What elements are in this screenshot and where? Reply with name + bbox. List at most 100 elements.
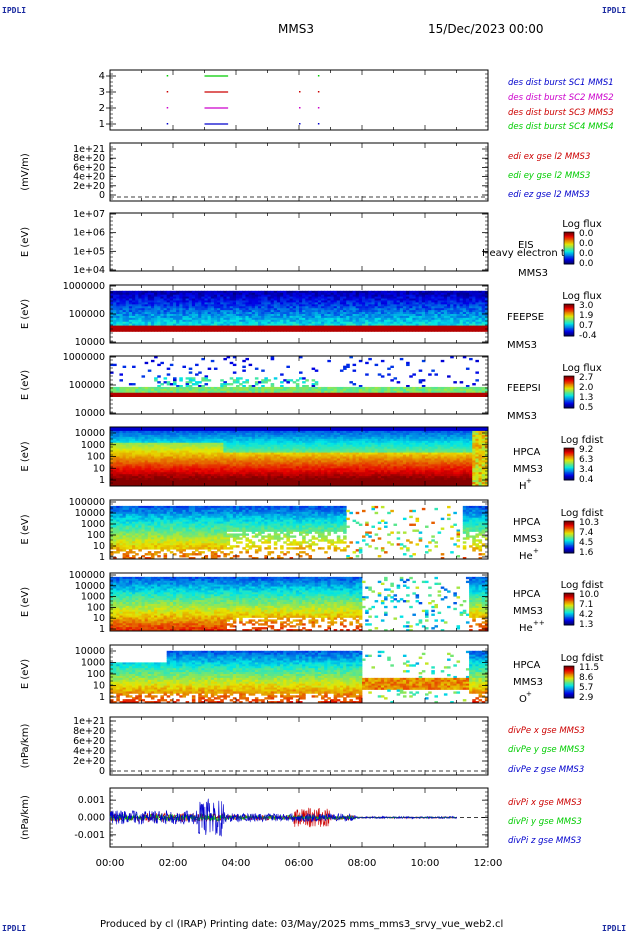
heatmap-cell	[299, 371, 303, 373]
heatmap-cell	[176, 395, 180, 397]
heatmap-cell	[173, 383, 177, 385]
heatmap-cell	[208, 395, 212, 397]
heatmap-cell	[463, 395, 467, 397]
heatmap-cell	[198, 381, 202, 383]
heatmap-cell	[469, 395, 473, 397]
colorbar-tick-label: 1.9	[579, 311, 594, 321]
burst-dot	[299, 91, 301, 93]
heatmap-cell	[290, 395, 294, 397]
burst-dot	[167, 123, 169, 125]
heatmap-cell	[277, 395, 281, 397]
heatmap-cell	[255, 383, 259, 385]
heatmap-cell	[457, 395, 461, 397]
heatmap-cell	[390, 395, 394, 397]
heatmap-cell	[170, 329, 174, 331]
heatmap-cell	[151, 395, 155, 397]
heatmap-cell	[416, 395, 420, 397]
heatmap-cell	[189, 368, 193, 370]
heatmap-cell	[205, 379, 209, 381]
heatmap-cell	[205, 395, 209, 397]
heatmap-cell	[113, 364, 117, 366]
heatmap-cell	[208, 329, 212, 331]
heatmap-cell	[381, 375, 385, 377]
eis-frame	[110, 213, 488, 271]
heatmap-cell	[315, 329, 319, 331]
heatmap-cell	[475, 379, 479, 381]
heatmap-cell	[312, 395, 316, 397]
heatmap-cell	[182, 395, 186, 397]
heatmap-cell	[482, 329, 486, 331]
heatmap-cell	[239, 395, 243, 397]
heatmap-cell	[293, 381, 297, 383]
heatmap-cell	[245, 329, 249, 331]
heatmap-cell	[409, 395, 413, 397]
heatmap-cell	[230, 329, 234, 331]
heatmap-cell	[126, 329, 130, 331]
heatmap-cell	[242, 370, 246, 372]
colorbar-tick-label: 0.0	[579, 249, 594, 259]
heatmap-cell	[249, 395, 253, 397]
heatmap-cell	[466, 329, 470, 331]
heatmap-cell	[387, 368, 391, 370]
heatmap-cell	[255, 395, 259, 397]
heatmap-cell	[268, 395, 272, 397]
heatmap-cell	[167, 373, 171, 375]
heatmap-cell	[422, 395, 426, 397]
heatmap-cell	[463, 329, 467, 331]
colorbar-tick-label: -0.4	[579, 331, 597, 341]
heatmap-cell	[164, 381, 168, 383]
heatmap-cell	[132, 329, 136, 331]
heatmap-cell	[371, 395, 375, 397]
colorbar-tick-label: 3.0	[579, 301, 594, 311]
heatmap-cell	[271, 358, 275, 360]
heatmap-cell	[397, 329, 401, 331]
heatmap-cell	[403, 395, 407, 397]
heatmap-cell	[239, 383, 243, 385]
heatmap-cell	[129, 329, 133, 331]
heatmap-cell	[189, 371, 193, 373]
heatmap-cell	[239, 377, 243, 379]
heatmap-cell	[416, 329, 420, 331]
heatmap-cell	[447, 329, 451, 331]
heatmap-cell	[378, 373, 382, 375]
heatmap-cell	[110, 329, 114, 331]
colorbar-tick-label: 0.0	[579, 259, 594, 269]
heatmap-cell	[318, 395, 322, 397]
heatmap-cell	[160, 383, 164, 385]
heatmap-cell	[397, 395, 401, 397]
heatmap-cell	[327, 395, 331, 397]
burst-dot	[167, 107, 169, 109]
heatmap-cell	[167, 329, 171, 331]
burst-dot	[299, 123, 301, 125]
heatmap-cell	[381, 329, 385, 331]
heatmap-cell	[359, 395, 363, 397]
y-tick-label: 10000	[75, 337, 105, 348]
heatmap-cell	[126, 395, 130, 397]
heatmap-cell	[242, 381, 246, 383]
heatmap-cell	[164, 377, 168, 379]
colorbar-tick-label: 0.7	[579, 321, 593, 331]
instrument-label: FEEPSE	[507, 312, 544, 323]
burst-dot	[318, 75, 320, 77]
heatmap-cell	[469, 358, 473, 360]
heatmap-cell	[441, 360, 445, 362]
heatmap-cell	[299, 377, 303, 379]
heatmap-cell	[223, 358, 227, 360]
heatmap-cell	[113, 395, 117, 397]
y-axis-label: (mV/m)	[20, 153, 31, 191]
legend-entry: des dist burst SC2 MMS2	[508, 93, 614, 103]
heatmap-cell	[233, 329, 237, 331]
heatmap-cell	[334, 329, 338, 331]
heatmap-cell	[135, 395, 139, 397]
heatmap-cell	[296, 329, 300, 331]
heatmap-cell	[362, 395, 366, 397]
heatmap-cell	[245, 381, 249, 383]
heatmap-cell	[475, 360, 479, 362]
heatmap-cell	[271, 395, 275, 397]
heatmap-cell	[479, 395, 483, 397]
heatmap-cell	[280, 373, 284, 375]
heatmap-cell	[337, 395, 341, 397]
heatmap-cell	[129, 395, 133, 397]
heatmap-cell	[157, 329, 161, 331]
heatmap-cell	[346, 366, 350, 368]
